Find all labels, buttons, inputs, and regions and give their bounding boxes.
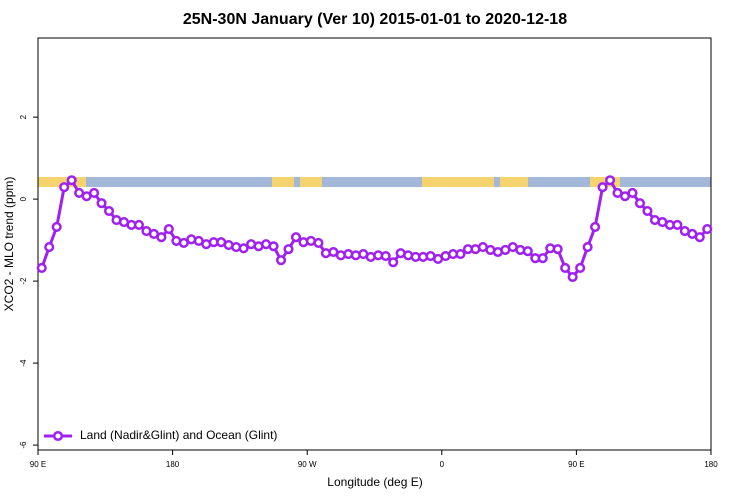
- land-band: [300, 177, 322, 187]
- data-point: [537, 253, 548, 264]
- data-point: [672, 219, 683, 230]
- legend-marker: [52, 430, 64, 442]
- x-tick-label: 180: [704, 460, 718, 469]
- data-point: [163, 223, 174, 235]
- data-point: [290, 232, 302, 243]
- data-point: [694, 232, 705, 243]
- data-point: [597, 182, 608, 193]
- data-point: [552, 244, 563, 255]
- land-band: [272, 177, 294, 187]
- data-point: [455, 248, 466, 260]
- data-point: [575, 262, 586, 274]
- data-point: [133, 219, 144, 230]
- x-axis-label: Longitude (deg E): [327, 475, 422, 489]
- data-point: [380, 251, 391, 262]
- land-band: [500, 177, 528, 187]
- data-point: [44, 242, 55, 253]
- legend-label: Land (Nadir&Glint) and Ocean (Glint): [80, 428, 277, 442]
- y-tick-label: 2: [19, 114, 28, 119]
- data-point: [582, 242, 593, 253]
- y-tick-label: -6: [19, 441, 28, 449]
- land-ocean-strip: [38, 177, 711, 187]
- data-point: [634, 198, 646, 209]
- data-point: [313, 237, 324, 249]
- land-band: [422, 177, 494, 187]
- y-tick-label: -2: [19, 277, 28, 285]
- data-point: [36, 262, 47, 274]
- data-point: [388, 257, 399, 268]
- data-point: [51, 221, 62, 233]
- data-point: [560, 262, 571, 274]
- x-tick-label: 90 W: [298, 460, 317, 469]
- data-point: [96, 198, 107, 209]
- x-tick-label: 90 E: [30, 460, 46, 469]
- y-tick-label: -4: [19, 359, 28, 367]
- data-point: [627, 187, 638, 199]
- land-band: [590, 177, 620, 187]
- data-point: [567, 271, 578, 283]
- data-point: [605, 175, 616, 186]
- y-axis-label: XCO2 - MLO trend (ppm): [2, 177, 16, 312]
- ocean-band: [38, 177, 711, 187]
- plot-frame: [37, 37, 712, 451]
- x-tick-label: 0: [440, 460, 445, 469]
- data-point: [590, 221, 601, 233]
- data-point: [178, 237, 189, 249]
- data-point: [66, 175, 77, 186]
- data-point: [283, 244, 294, 255]
- x-tick-label: 180: [166, 460, 180, 469]
- data-point: [702, 223, 713, 235]
- data-point: [522, 246, 533, 257]
- land-band: [38, 177, 86, 187]
- data-point: [103, 205, 115, 217]
- legend: Land (Nadir&Glint) and Ocean (Glint): [44, 428, 277, 442]
- data-point: [275, 255, 287, 266]
- y-tick-label: 0: [19, 196, 28, 201]
- data-point: [238, 243, 249, 254]
- data-point: [156, 232, 167, 243]
- data-point: [89, 187, 100, 199]
- x-tick-label: 90 E: [568, 460, 584, 469]
- data-point: [642, 205, 653, 217]
- data-point: [268, 241, 279, 252]
- chart-title: 25N-30N January (Ver 10) 2015-01-01 to 2…: [183, 11, 567, 28]
- data-point: [59, 182, 70, 193]
